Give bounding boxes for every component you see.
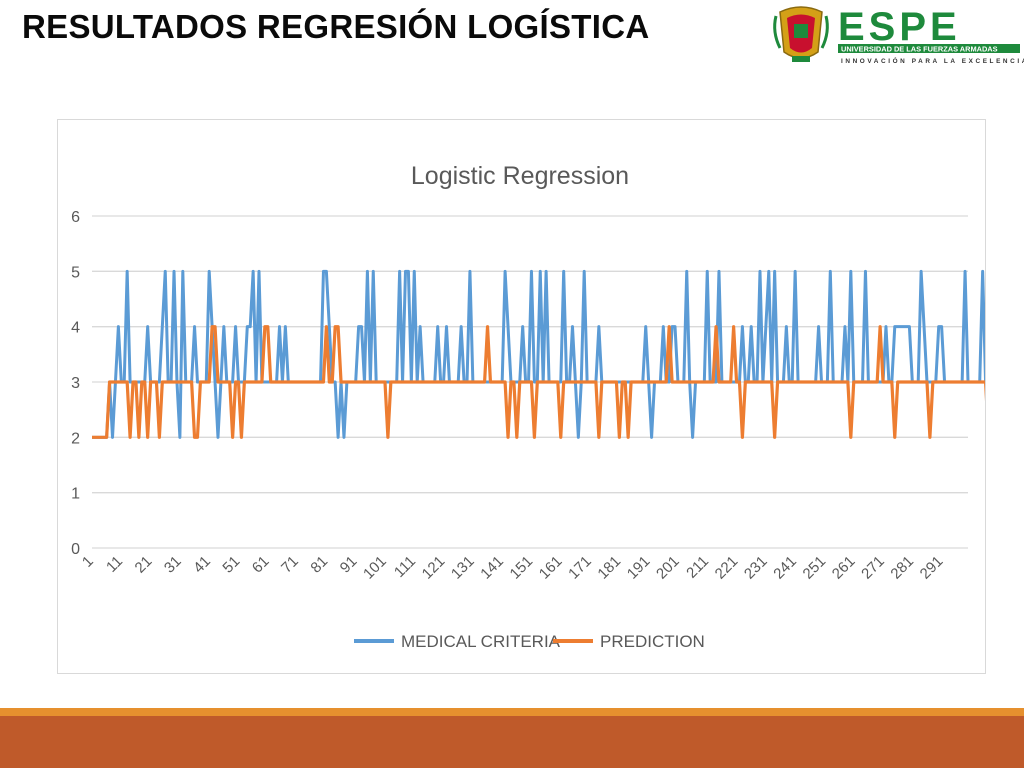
logo-university: UNIVERSIDAD DE LAS FUERZAS ARMADAS bbox=[841, 45, 998, 54]
legend: MEDICAL CRITERIA PREDICTION bbox=[354, 632, 705, 651]
x-tick-label: 241 bbox=[770, 553, 800, 583]
x-tick-label: 291 bbox=[917, 553, 947, 583]
x-tick-label: 171 bbox=[565, 553, 595, 583]
x-tick-label: 231 bbox=[741, 553, 771, 583]
x-tick-label: 221 bbox=[712, 553, 742, 583]
x-tick-label: 21 bbox=[132, 553, 156, 577]
footer-accent-stripe bbox=[0, 708, 1024, 716]
slide-title: RESULTADOS REGRESIÓN LOGÍSTICA bbox=[22, 8, 650, 45]
footer-band bbox=[0, 716, 1024, 768]
x-tick-label: 161 bbox=[536, 553, 566, 583]
y-tick-label: 4 bbox=[71, 320, 80, 337]
x-tick-label: 281 bbox=[887, 553, 917, 583]
x-tick-label: 191 bbox=[624, 553, 654, 583]
x-axis-ticks: 1 11 21 31 41 51 61 71 81 91 101 111 121 131 141 151 161… bbox=[79, 553, 947, 583]
x-tick-label: 211 bbox=[683, 553, 712, 582]
y-axis-ticks: 0 1 2 3 4 5 6 bbox=[71, 209, 80, 558]
x-tick-label: 31 bbox=[161, 553, 185, 577]
y-tick-label: 2 bbox=[71, 430, 80, 447]
x-tick-label: 141 bbox=[477, 553, 507, 583]
x-tick-label: 151 bbox=[507, 553, 537, 583]
x-tick-label: 181 bbox=[594, 553, 624, 583]
y-tick-label: 6 bbox=[71, 209, 80, 226]
legend-label: PREDICTION bbox=[600, 632, 705, 651]
logo-motto: INNOVACIÓN PARA LA EXCELENCIA bbox=[841, 56, 1024, 65]
x-tick-label: 81 bbox=[307, 553, 331, 577]
x-tick-label: 271 bbox=[858, 553, 888, 583]
x-tick-label: 201 bbox=[653, 553, 683, 583]
x-tick-label: 1 bbox=[79, 553, 97, 571]
y-tick-label: 1 bbox=[71, 486, 80, 503]
x-tick-label: 61 bbox=[249, 553, 273, 577]
x-tick-label: 11 bbox=[103, 553, 126, 576]
x-tick-label: 121 bbox=[419, 553, 449, 583]
y-tick-label: 0 bbox=[71, 541, 80, 558]
x-tick-label: 131 bbox=[448, 553, 478, 583]
x-tick-label: 51 bbox=[219, 553, 243, 577]
x-tick-label: 101 bbox=[360, 553, 390, 583]
x-tick-label: 111 bbox=[391, 553, 419, 581]
logo-brand: ESPE bbox=[838, 5, 961, 49]
espe-logo: ESPE UNIVERSIDAD DE LAS FUERZAS ARMADAS … bbox=[773, 5, 1024, 65]
chart-title: Logistic Regression bbox=[411, 162, 629, 190]
legend-label: MEDICAL CRITERIA bbox=[401, 632, 561, 651]
x-tick-label: 41 bbox=[190, 553, 214, 577]
series-lines bbox=[92, 269, 985, 439]
y-tick-label: 3 bbox=[71, 375, 80, 392]
x-tick-label: 251 bbox=[800, 553, 830, 583]
x-tick-label: 261 bbox=[829, 553, 859, 583]
university-crest-icon bbox=[773, 6, 829, 62]
y-tick-label: 5 bbox=[71, 264, 80, 281]
x-tick-label: 91 bbox=[337, 553, 361, 577]
series-line-prediction bbox=[92, 325, 985, 439]
x-tick-label: 71 bbox=[278, 553, 302, 577]
